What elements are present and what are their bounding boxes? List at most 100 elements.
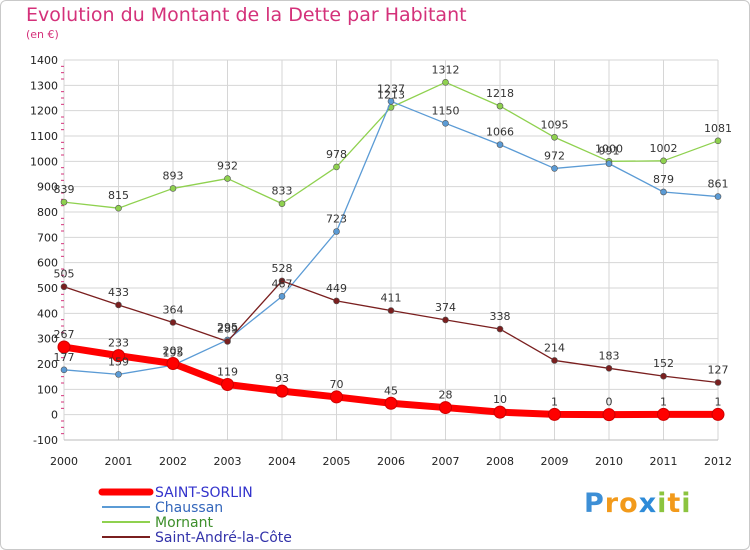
data-label: 1 bbox=[551, 395, 558, 408]
data-point bbox=[115, 371, 122, 378]
y-tick-label: 900 bbox=[37, 181, 58, 194]
data-label: 177 bbox=[54, 351, 75, 364]
data-point bbox=[224, 175, 231, 182]
data-point bbox=[387, 97, 395, 105]
y-tick-label: 1200 bbox=[30, 105, 58, 118]
data-label: 202 bbox=[163, 344, 184, 357]
chart-title: Evolution du Montant de la Dette par Hab… bbox=[26, 4, 467, 26]
data-point bbox=[278, 277, 286, 285]
data-label: 879 bbox=[653, 173, 674, 186]
logo-letter: x bbox=[638, 488, 658, 519]
y-tick-label: 400 bbox=[37, 307, 58, 320]
data-point bbox=[112, 349, 125, 363]
data-label: 364 bbox=[163, 303, 184, 316]
y-tick-label: 1100 bbox=[30, 130, 58, 143]
logo-letter: o bbox=[619, 488, 639, 519]
data-label: 972 bbox=[544, 149, 565, 162]
data-point bbox=[605, 365, 613, 372]
data-point bbox=[169, 185, 177, 192]
data-point bbox=[442, 316, 449, 324]
axes: -100010020030040050060070080090010001100… bbox=[30, 54, 732, 468]
data-point bbox=[57, 340, 71, 354]
data-point bbox=[330, 390, 343, 404]
x-tick-label: 2011 bbox=[650, 455, 678, 468]
y-tick-label: 300 bbox=[37, 333, 58, 346]
data-point bbox=[442, 120, 449, 127]
data-point bbox=[660, 372, 667, 380]
y-tick-label: 800 bbox=[37, 206, 58, 219]
legend-label: Saint-André-la-Côte bbox=[155, 530, 292, 546]
x-tick-label: 2009 bbox=[541, 455, 569, 468]
data-point bbox=[548, 407, 561, 421]
data-label: 152 bbox=[653, 357, 674, 370]
data-label: 195 bbox=[163, 346, 184, 359]
data-point bbox=[278, 293, 286, 300]
y-tick-label: 200 bbox=[37, 358, 58, 371]
grid-lines bbox=[63, 59, 719, 441]
data-point bbox=[166, 356, 180, 370]
data-label: 127 bbox=[708, 363, 729, 376]
data-label: 932 bbox=[217, 160, 238, 173]
x-tick-label: 2006 bbox=[377, 455, 405, 468]
data-point bbox=[602, 408, 616, 422]
logo-letter: t bbox=[667, 488, 682, 519]
data-label: 45 bbox=[384, 384, 398, 397]
data-label: 267 bbox=[54, 328, 75, 341]
data-point bbox=[496, 141, 504, 148]
data-point bbox=[60, 283, 68, 291]
x-tick-label: 2002 bbox=[159, 455, 187, 468]
data-point bbox=[275, 384, 289, 398]
data-label: 861 bbox=[708, 178, 729, 191]
logo-letter: P bbox=[584, 488, 605, 519]
data-point bbox=[115, 301, 122, 309]
data-point bbox=[714, 379, 722, 386]
y-tick-label: -100 bbox=[33, 434, 58, 447]
data-point bbox=[333, 228, 340, 235]
data-point bbox=[221, 378, 234, 392]
data-label: 1213 bbox=[377, 88, 405, 101]
data-point bbox=[660, 188, 667, 196]
x-tick-label: 2008 bbox=[486, 455, 514, 468]
legend: SAINT-SORLINChaussanMornantSaint-André-l… bbox=[98, 485, 292, 546]
x-tick-label: 2003 bbox=[214, 455, 242, 468]
data-point bbox=[711, 407, 725, 421]
data-label: 1237 bbox=[377, 82, 405, 95]
data-label: 433 bbox=[108, 286, 129, 299]
data-point bbox=[169, 319, 177, 326]
data-label: 119 bbox=[217, 366, 238, 379]
data-label: 1218 bbox=[486, 87, 514, 100]
data-label: 93 bbox=[275, 372, 289, 385]
data-label: 289 bbox=[217, 322, 238, 335]
data-label: 295 bbox=[217, 321, 238, 334]
data-label: 159 bbox=[108, 355, 129, 368]
data-label: 338 bbox=[490, 310, 511, 323]
data-label: 1 bbox=[660, 395, 667, 408]
y-tick-label: 1400 bbox=[30, 54, 58, 67]
data-label: 10 bbox=[493, 393, 507, 406]
data-label: 411 bbox=[381, 292, 402, 305]
chart-subtitle: (en €) bbox=[26, 28, 59, 41]
logo-letter: i bbox=[681, 488, 692, 519]
data-label: 1066 bbox=[486, 126, 514, 139]
x-tick-label: 2004 bbox=[268, 455, 296, 468]
data-point bbox=[714, 137, 722, 145]
logo-letter: r bbox=[604, 488, 620, 519]
data-label: 839 bbox=[54, 183, 75, 196]
x-tick-label: 2012 bbox=[704, 455, 732, 468]
data-label: 374 bbox=[435, 301, 456, 314]
data-point bbox=[60, 198, 68, 206]
data-label: 723 bbox=[326, 213, 347, 226]
data-label: 1002 bbox=[650, 142, 678, 155]
data-point bbox=[439, 401, 452, 415]
data-label: 1312 bbox=[432, 63, 460, 76]
y-tick-label: 1300 bbox=[30, 79, 58, 92]
x-tick-label: 2001 bbox=[105, 455, 133, 468]
data-point bbox=[384, 396, 398, 410]
data-point bbox=[660, 157, 667, 165]
data-point bbox=[551, 165, 558, 172]
data-point bbox=[714, 193, 722, 200]
data-point bbox=[496, 325, 504, 333]
data-label: 528 bbox=[272, 262, 293, 275]
y-tick-label: 600 bbox=[37, 257, 58, 270]
